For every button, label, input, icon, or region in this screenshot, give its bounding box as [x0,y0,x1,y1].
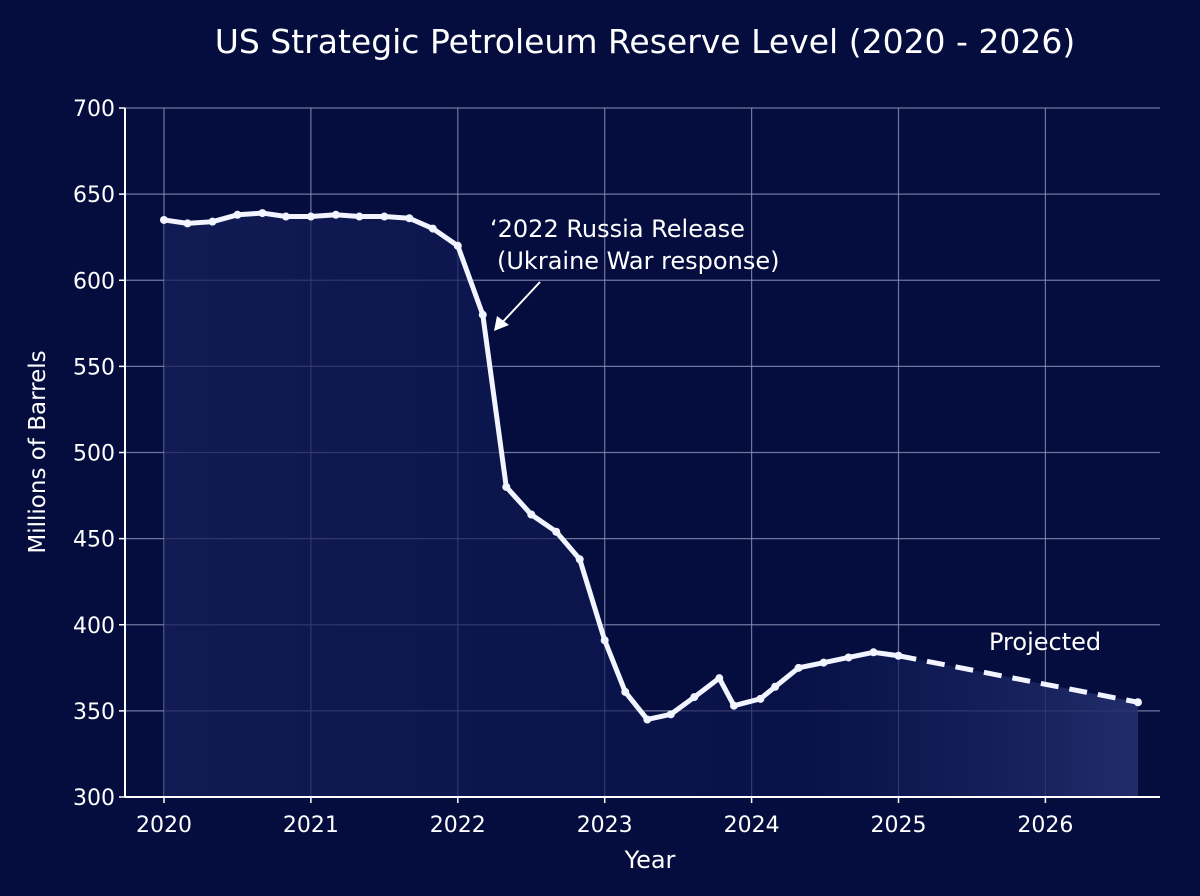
data-point [405,214,414,223]
data-point [844,653,853,662]
annotation-release-line1: ‘2022 Russia Release [490,215,745,243]
annotation-arrow [494,281,541,331]
data-point [575,555,584,564]
projected-line [898,653,1139,705]
tick-label-y: 700 [73,97,115,122]
tick-label-y: 600 [73,269,115,294]
data-point [666,710,675,719]
area-fill [164,213,1138,797]
y-axis-label: Millions of Barrels [25,350,51,553]
data-point [756,694,765,703]
tick-label-x: 2025 [871,813,927,838]
tick-label-x: 2026 [1017,813,1073,838]
data-point [600,636,609,645]
data-point [819,658,828,667]
data-point [1133,698,1142,707]
data-point [771,682,780,691]
data-point [552,527,561,536]
data-point [160,215,168,224]
data-point [453,241,462,250]
tick-label-y: 450 [73,528,115,553]
data-point [621,687,630,696]
data-point [331,210,340,219]
data-point [715,674,724,683]
data-point [258,209,267,218]
tick-label-y: 650 [73,183,115,208]
tick-label-y: 550 [73,355,115,380]
tick-label-x: 2020 [136,813,192,838]
data-point [208,217,217,226]
data-point [502,482,511,491]
data-point [527,510,536,519]
data-point [869,648,878,657]
data-point [183,219,192,228]
data-point [233,210,242,219]
tick-label-y: 500 [73,442,115,467]
tick-label-y: 400 [73,614,115,639]
x-axis-label: Year [624,846,676,874]
tick-label-y: 300 [73,786,115,811]
tick-label-y: 350 [73,700,115,725]
annotation-projected: Projected [989,628,1101,656]
data-point [281,212,290,221]
data-point [306,212,315,221]
data-point [643,715,652,724]
data-point [478,310,487,319]
tick-label-x: 2021 [283,813,339,838]
data-point [428,224,437,233]
chart-title: US Strategic Petroleum Reserve Level (20… [214,22,1076,61]
tick-label-x: 2023 [577,813,633,838]
tick-label-x: 2022 [430,813,486,838]
data-point [690,693,699,702]
tick-label-x: 2024 [724,813,780,838]
data-point [794,663,803,672]
annotation-release-line2: (Ukraine War response) [497,247,779,275]
data-point [729,701,738,710]
data-point [355,212,364,221]
data-point [380,212,389,221]
